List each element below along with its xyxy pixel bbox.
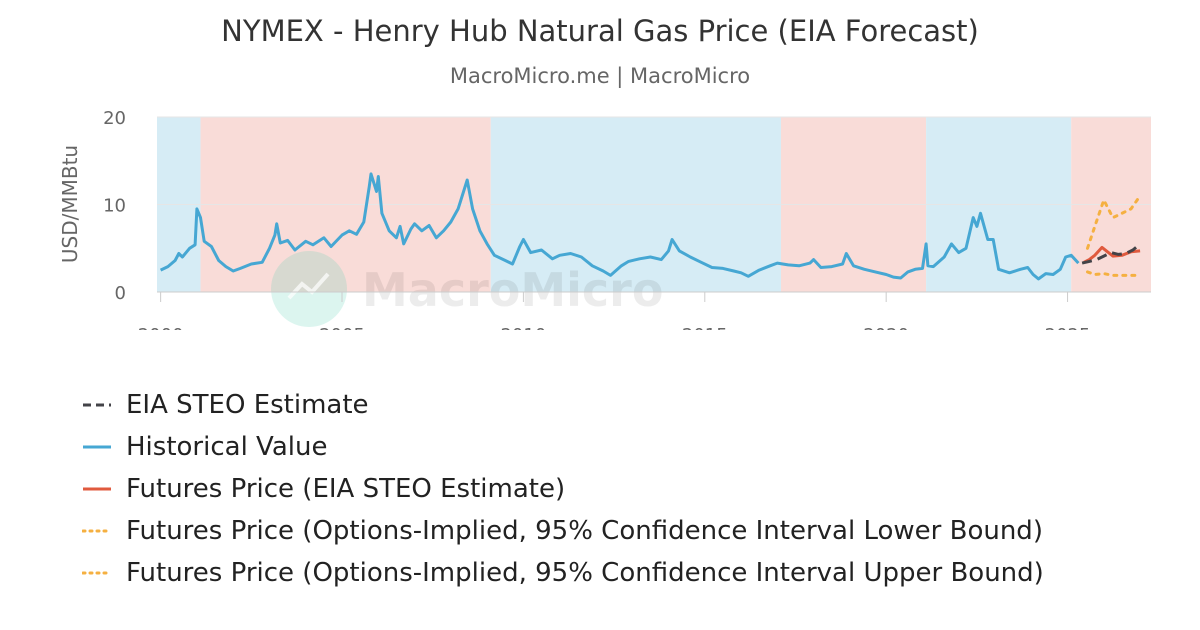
legend-swatch [83, 487, 111, 491]
legend-label: Futures Price (Options-Implied, 95% Conf… [126, 516, 1043, 546]
watermark-text: MacroMicro [362, 263, 663, 317]
x-tick-label: 2025 [1045, 325, 1091, 330]
line-chart: MacroMicro 2000 2005 2010 2015 2020 2025 0 10 2… [58, 108, 1151, 330]
legend-swatch [83, 403, 111, 407]
y-tick-label: 20 [103, 108, 126, 129]
legend-label: Futures Price (EIA STEO Estimate) [126, 474, 566, 504]
legend-label: EIA STEO Estimate [126, 390, 369, 420]
chart-title: NYMEX - Henry Hub Natural Gas Price (EIA… [221, 14, 979, 48]
x-tick-label: 2015 [682, 325, 728, 330]
y-tick-label: 10 [103, 196, 126, 217]
watermark-logo-mark [287, 272, 330, 300]
watermark: MacroMicro [271, 251, 663, 327]
legend-swatch [83, 445, 111, 449]
legend-swatch [82, 529, 112, 533]
legend-item[interactable]: Futures Price (EIA STEO Estimate) [82, 468, 1044, 510]
legend-item[interactable]: Historical Value [82, 426, 1044, 468]
legend-label: Futures Price (Options-Implied, 95% Conf… [126, 558, 1044, 588]
x-axis: 2000 2005 2010 2015 2020 2025 [138, 291, 1151, 330]
series-line [159, 172, 1080, 281]
legend-label: Historical Value [126, 432, 328, 462]
legend-item[interactable]: Futures Price (Options-Implied, 95% Conf… [82, 552, 1044, 594]
series-layer [159, 172, 1142, 281]
chart-subtitle: MacroMicro.me | MacroMicro [449, 64, 751, 88]
series-line [1086, 194, 1142, 250]
legend-item[interactable]: Futures Price (Options-Implied, 95% Conf… [82, 510, 1044, 552]
x-tick-label: 2000 [138, 325, 184, 330]
series-line [1086, 270, 1142, 277]
y-axis: 0 10 20 [103, 108, 126, 304]
legend-swatch [82, 571, 112, 575]
series-line [1081, 242, 1142, 265]
legend-item[interactable]: EIA STEO Estimate [82, 384, 1044, 426]
legend: EIA STEO Estimate Historical Value Futures… [82, 384, 1044, 594]
x-tick-label: 2010 [500, 325, 546, 330]
x-tick-label: 2020 [863, 325, 909, 330]
x-tick-label: 2005 [319, 325, 365, 330]
y-tick-label: 0 [115, 283, 126, 304]
y-axis-title: USD/MMBtu [58, 145, 82, 263]
